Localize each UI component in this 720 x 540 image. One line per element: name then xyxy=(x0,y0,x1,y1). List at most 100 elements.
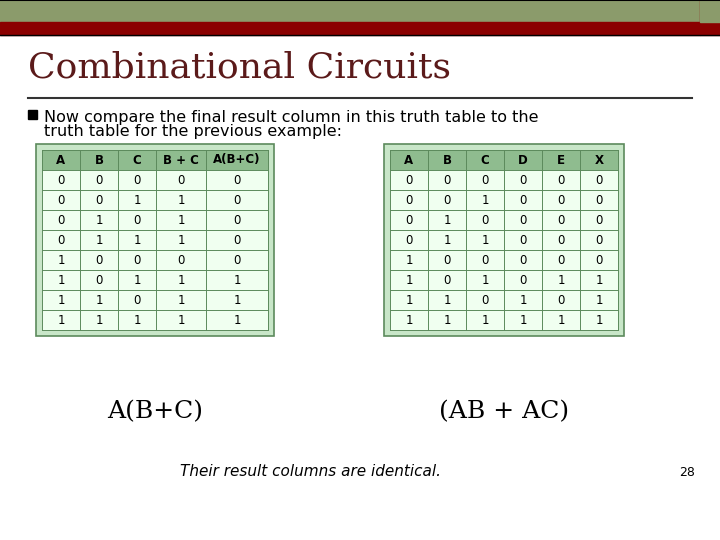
Text: 1: 1 xyxy=(233,273,240,287)
Text: (AB + AC): (AB + AC) xyxy=(439,401,569,423)
Text: 1: 1 xyxy=(58,314,65,327)
Text: 1: 1 xyxy=(177,213,185,226)
Text: 1: 1 xyxy=(95,233,103,246)
Text: A: A xyxy=(56,153,66,166)
Text: 0: 0 xyxy=(444,273,451,287)
Text: 0: 0 xyxy=(519,253,527,267)
Text: 0: 0 xyxy=(595,213,603,226)
Text: 0: 0 xyxy=(595,173,603,186)
Text: 1: 1 xyxy=(133,233,140,246)
Text: Combinational Circuits: Combinational Circuits xyxy=(28,50,451,84)
Text: X: X xyxy=(595,153,603,166)
Text: 1: 1 xyxy=(95,213,103,226)
Text: 0: 0 xyxy=(177,253,185,267)
Text: 0: 0 xyxy=(519,213,527,226)
Bar xyxy=(42,150,268,170)
Bar xyxy=(700,0,720,35)
Text: 1: 1 xyxy=(595,273,603,287)
Text: 1: 1 xyxy=(95,314,103,327)
Text: 1: 1 xyxy=(177,193,185,206)
Text: 1: 1 xyxy=(444,294,451,307)
Bar xyxy=(390,290,618,310)
Text: 1: 1 xyxy=(519,314,527,327)
Text: A(B+C): A(B+C) xyxy=(213,153,261,166)
Text: 1: 1 xyxy=(481,233,489,246)
Text: 0: 0 xyxy=(58,213,65,226)
Text: 1: 1 xyxy=(405,273,413,287)
Text: A(B+C): A(B+C) xyxy=(107,401,203,423)
Bar xyxy=(42,250,268,270)
Text: 0: 0 xyxy=(519,173,527,186)
Text: 1: 1 xyxy=(519,294,527,307)
Text: 0: 0 xyxy=(95,253,103,267)
Bar xyxy=(42,270,268,290)
Text: 1: 1 xyxy=(95,294,103,307)
Text: 0: 0 xyxy=(481,294,489,307)
Bar xyxy=(42,230,268,250)
Text: Now compare the final result column in this truth table to the: Now compare the final result column in t… xyxy=(44,110,539,125)
Text: 0: 0 xyxy=(557,173,564,186)
Text: 1: 1 xyxy=(58,273,65,287)
Text: 1: 1 xyxy=(177,314,185,327)
Text: 0: 0 xyxy=(233,193,240,206)
Bar xyxy=(390,210,618,230)
Text: 1: 1 xyxy=(58,294,65,307)
Text: 0: 0 xyxy=(444,193,451,206)
Text: 0: 0 xyxy=(519,233,527,246)
Text: 0: 0 xyxy=(133,253,140,267)
Bar xyxy=(42,190,268,210)
Text: 1: 1 xyxy=(444,233,451,246)
Text: 0: 0 xyxy=(481,173,489,186)
Text: 0: 0 xyxy=(133,173,140,186)
Text: 1: 1 xyxy=(595,294,603,307)
Text: B: B xyxy=(443,153,451,166)
Bar xyxy=(390,270,618,290)
Text: 0: 0 xyxy=(557,253,564,267)
Bar xyxy=(390,190,618,210)
Text: 0: 0 xyxy=(519,273,527,287)
Bar xyxy=(390,150,618,170)
Text: 0: 0 xyxy=(405,193,413,206)
Text: D: D xyxy=(518,153,528,166)
Bar xyxy=(0,22,700,35)
Text: B: B xyxy=(94,153,104,166)
Text: 0: 0 xyxy=(444,173,451,186)
Text: 0: 0 xyxy=(233,173,240,186)
Bar xyxy=(42,170,268,190)
Text: 1: 1 xyxy=(177,294,185,307)
Text: 1: 1 xyxy=(557,273,564,287)
Text: 0: 0 xyxy=(519,193,527,206)
Bar xyxy=(384,144,624,336)
Bar xyxy=(28,110,37,119)
Text: 0: 0 xyxy=(58,173,65,186)
Text: 0: 0 xyxy=(95,273,103,287)
Text: 1: 1 xyxy=(557,314,564,327)
Text: 1: 1 xyxy=(133,314,140,327)
Text: Their result columns are identical.: Their result columns are identical. xyxy=(179,464,441,480)
Text: A: A xyxy=(405,153,413,166)
Text: 1: 1 xyxy=(233,294,240,307)
Text: 0: 0 xyxy=(444,253,451,267)
Text: 0: 0 xyxy=(233,213,240,226)
Text: truth table for the previous example:: truth table for the previous example: xyxy=(44,124,342,139)
Text: 1: 1 xyxy=(405,314,413,327)
Bar xyxy=(42,290,268,310)
Text: 0: 0 xyxy=(595,253,603,267)
Text: 0: 0 xyxy=(177,173,185,186)
Text: 1: 1 xyxy=(444,213,451,226)
Bar xyxy=(700,0,720,22)
Text: 0: 0 xyxy=(58,233,65,246)
Text: 1: 1 xyxy=(58,253,65,267)
Text: C: C xyxy=(132,153,141,166)
Text: 1: 1 xyxy=(133,193,140,206)
Text: 1: 1 xyxy=(444,314,451,327)
Text: 1: 1 xyxy=(405,294,413,307)
Text: 0: 0 xyxy=(95,193,103,206)
Bar xyxy=(42,310,268,330)
Text: 0: 0 xyxy=(233,233,240,246)
Text: 1: 1 xyxy=(481,314,489,327)
Text: 1: 1 xyxy=(133,273,140,287)
Text: 0: 0 xyxy=(557,233,564,246)
Text: 0: 0 xyxy=(595,233,603,246)
Text: 0: 0 xyxy=(233,253,240,267)
